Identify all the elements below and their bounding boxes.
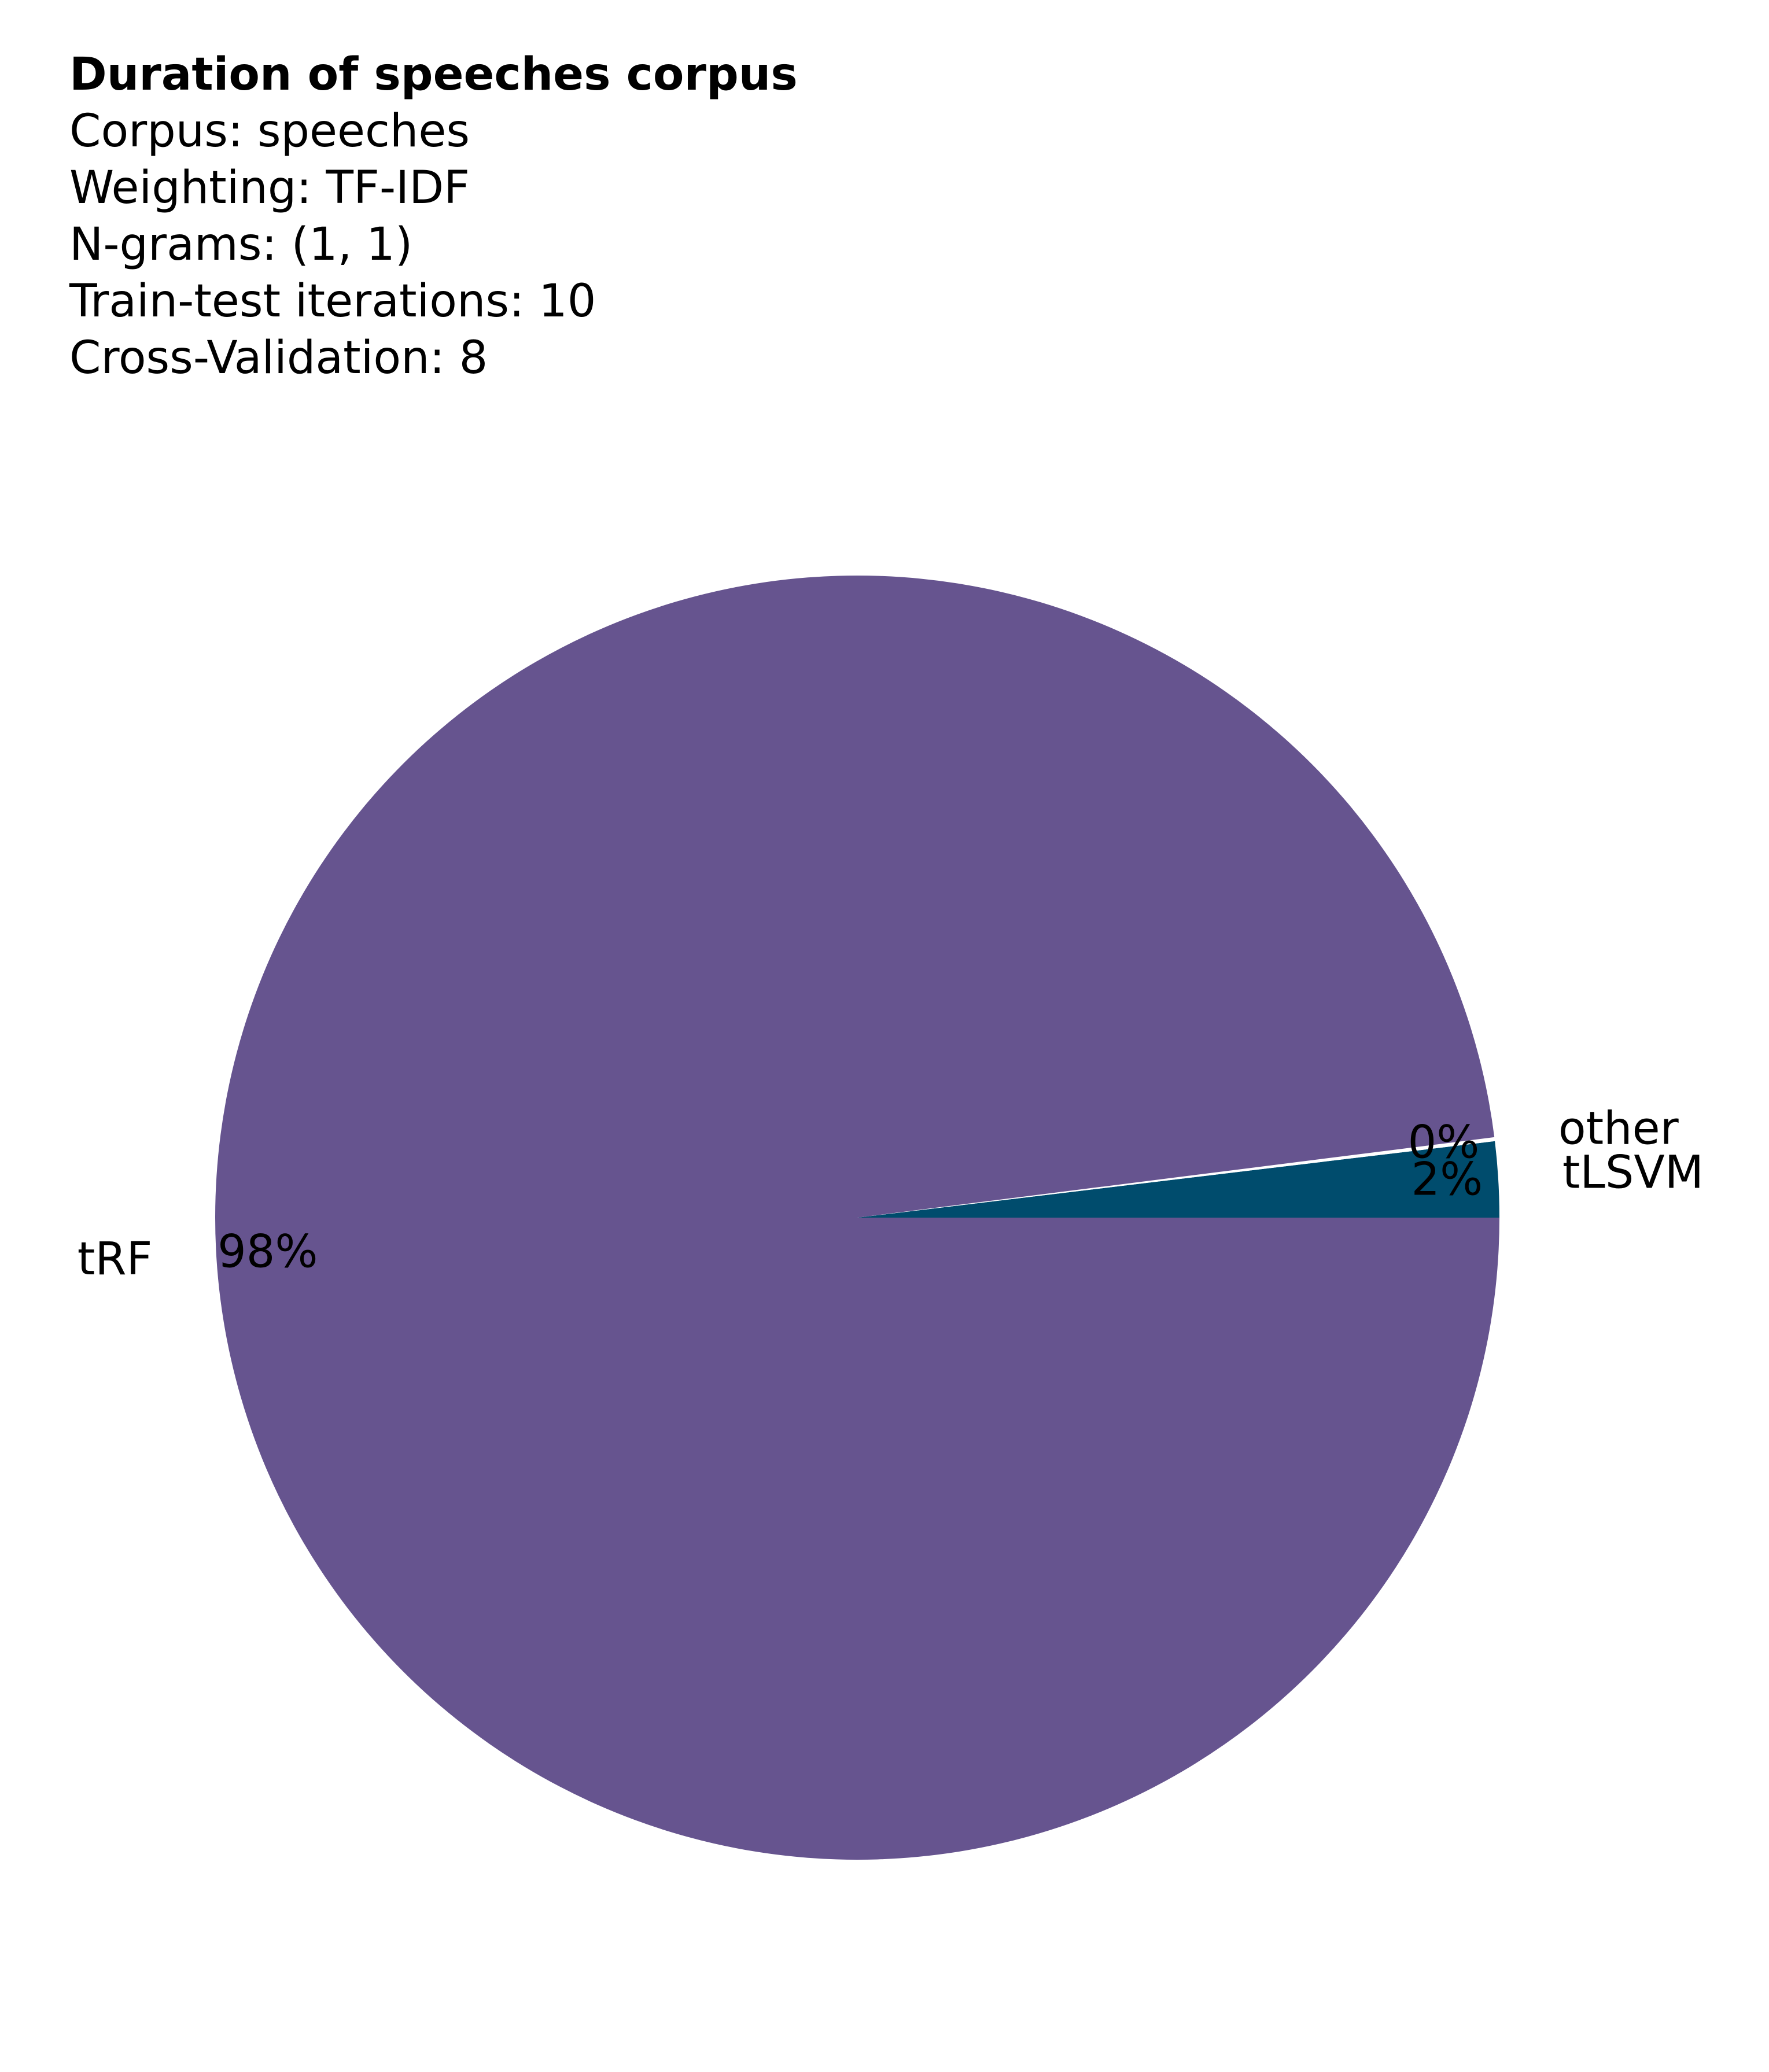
slice-label-tlsvm: tLSVM	[1562, 1147, 1704, 1199]
pie-slices	[215, 575, 1499, 1860]
subtitle-corpus: Corpus: speeches	[69, 105, 470, 157]
subtitle-iterations: Train-test iterations: 10	[69, 275, 596, 327]
slice-percent-other: 0%	[1408, 1117, 1480, 1169]
subtitle-cross-validation: Cross-Validation: 8	[69, 332, 488, 384]
pie-slice-tlsvm	[857, 1141, 1499, 1218]
slice-label-other: other	[1558, 1103, 1679, 1155]
slice-label-trf: tRF	[78, 1233, 153, 1285]
chart-title: Duration of speeches corpus	[69, 49, 798, 101]
pie-slice-trf	[215, 575, 1499, 1860]
slice-percent-tlsvm: 2%	[1411, 1154, 1483, 1206]
slice-percent-trf: 98%	[218, 1226, 318, 1278]
pie-slice-other	[857, 1137, 1495, 1218]
title-block: Duration of speeches corpus Corpus: spee…	[69, 46, 798, 386]
subtitle-ngrams: N-grams: (1, 1)	[69, 219, 413, 271]
pie-labels: tLSVM 2% other 0% tRF 98%	[78, 1103, 1704, 1285]
subtitle-weighting: Weighting: TF-IDF	[69, 162, 470, 214]
